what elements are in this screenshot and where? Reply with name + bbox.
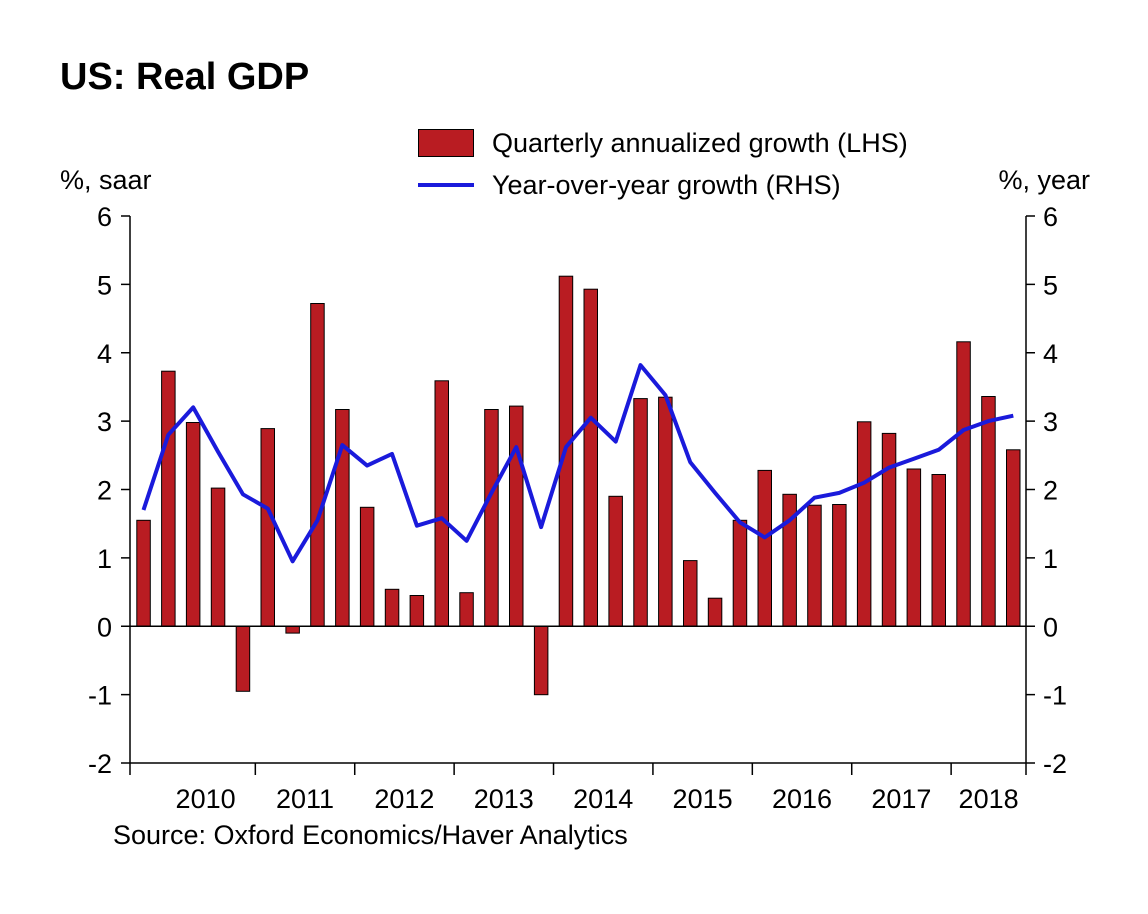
bar-2015Q2 — [683, 560, 698, 627]
left-tick-label-2: 2 — [97, 476, 112, 506]
right-axis-unit-label: %, year — [998, 165, 1090, 195]
bar-2015Q3 — [707, 597, 723, 627]
x-tick-label-2015: 2015 — [673, 784, 733, 814]
bar-2014Q2 — [583, 288, 598, 627]
right-tick-label-5: 5 — [1043, 270, 1058, 300]
right-tick-label--1: -1 — [1043, 681, 1067, 711]
left-axis-unit-label: %, saar — [60, 165, 152, 195]
bar-2016Q4 — [832, 504, 847, 627]
right-tick-label-0: 0 — [1043, 612, 1058, 642]
bar-2014Q3 — [608, 495, 623, 627]
bar-2011Q1 — [260, 428, 275, 627]
legend-line-swatch — [418, 183, 474, 187]
x-tick-label-2012: 2012 — [374, 784, 434, 814]
chart-title: US: Real GDP — [60, 56, 310, 98]
legend: Quarterly annualized growth (LHS) Year-o… — [418, 122, 908, 206]
bar-2012Q2 — [384, 588, 400, 627]
right-tick-label-4: 4 — [1043, 339, 1058, 369]
bar-2018Q1 — [956, 341, 971, 627]
bar-2016Q3 — [807, 504, 822, 627]
bar-2015Q4 — [732, 519, 748, 627]
bar-2012Q4 — [434, 380, 449, 627]
bar-2012Q3 — [409, 595, 425, 627]
bar-2011Q3 — [310, 303, 325, 627]
x-tick-label-2016: 2016 — [772, 784, 832, 814]
x-tick-label-2013: 2013 — [474, 784, 534, 814]
right-tick-label-2: 2 — [1043, 476, 1058, 506]
right-tick-label-3: 3 — [1043, 407, 1058, 437]
bar-2017Q2 — [881, 432, 897, 627]
legend-bar-swatch — [418, 129, 474, 157]
left-tick-label-0: 0 — [97, 612, 112, 642]
bar-2017Q3 — [906, 468, 922, 627]
source-note: Source: Oxford Economics/Haver Analytics — [113, 820, 628, 850]
bar-2015Q1 — [658, 396, 673, 627]
bar-2013Q4 — [533, 625, 549, 696]
legend-item-bars: Quarterly annualized growth (LHS) — [418, 122, 908, 164]
bar-2010Q3 — [210, 487, 226, 627]
left-tick-label--1: -1 — [88, 681, 112, 711]
x-tick-label-2018: 2018 — [959, 784, 1019, 814]
bar-2018Q3 — [1006, 449, 1021, 627]
bar-2011Q4 — [335, 409, 350, 627]
right-tick-label-1: 1 — [1043, 544, 1058, 574]
bar-2014Q4 — [633, 398, 648, 627]
left-tick-label-6: 6 — [97, 202, 112, 232]
bar-2013Q2 — [484, 409, 499, 627]
left-tick-label-1: 1 — [97, 544, 112, 574]
legend-bar-label: Quarterly annualized growth (LHS) — [492, 127, 908, 158]
left-tick-label--2: -2 — [88, 749, 112, 779]
left-tick-label-4: 4 — [97, 339, 112, 369]
left-tick-label-5: 5 — [97, 270, 112, 300]
right-tick-label-6: 6 — [1043, 202, 1058, 232]
left-tick-label-3: 3 — [97, 407, 112, 437]
x-tick-label-2014: 2014 — [573, 784, 633, 814]
bar-2013Q1 — [459, 592, 474, 627]
yoy-growth-line — [141, 363, 1014, 564]
x-tick-label-2010: 2010 — [176, 784, 236, 814]
bar-2010Q2 — [185, 422, 201, 627]
bar-2018Q2 — [981, 396, 996, 627]
bar-2013Q3 — [509, 405, 524, 627]
x-tick-label-2017: 2017 — [871, 784, 931, 814]
bar-2017Q4 — [931, 474, 946, 627]
bar-2016Q1 — [757, 469, 772, 627]
x-tick-label-2011: 2011 — [276, 784, 334, 814]
bar-2009Q4 — [136, 519, 151, 627]
bar-2010Q4 — [235, 625, 251, 692]
legend-item-line: Year-over-year growth (RHS) — [418, 164, 908, 206]
bar-2017Q1 — [856, 421, 872, 627]
bar-2012Q1 — [359, 506, 375, 627]
bar-2010Q1 — [161, 370, 176, 627]
plot-area: 6 6 5 5 4 4 3 3 2 2 1 1 0 0 -1 -1 -2 -2 2010 2011 2012 2013 20… — [88, 202, 1067, 814]
right-tick-label--2: -2 — [1043, 749, 1067, 779]
bar-2011Q2 — [285, 625, 300, 634]
legend-line-label: Year-over-year growth (RHS) — [492, 169, 841, 200]
